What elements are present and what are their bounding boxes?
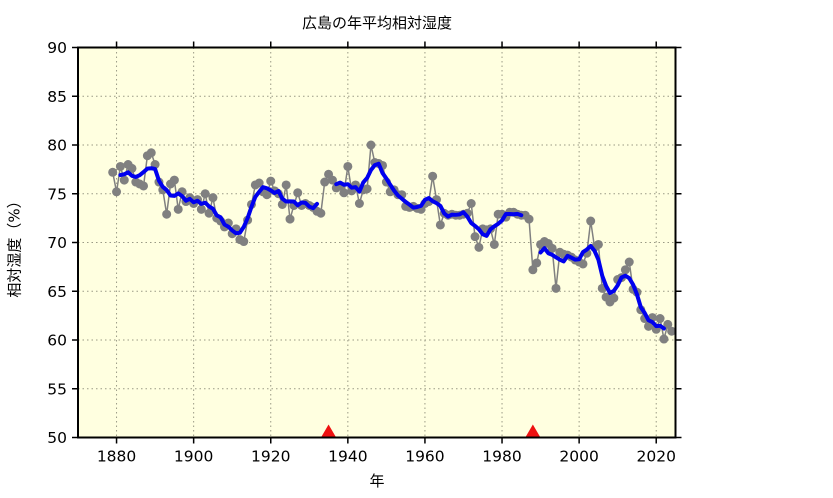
annual-data-point (115, 161, 125, 171)
annual-data-point (119, 175, 129, 185)
annual-data-point (578, 259, 588, 269)
x-tick-label: 1960 (405, 448, 444, 466)
annual-data-point (489, 239, 499, 249)
annual-data-point (204, 208, 214, 218)
annual-data-point (281, 180, 291, 190)
annual-data-point (644, 321, 654, 331)
plot-background (78, 47, 676, 438)
annual-data-point (196, 204, 206, 214)
annual-data-point (655, 314, 665, 324)
annual-data-point (470, 232, 480, 242)
annual-data-point (169, 175, 179, 185)
annual-data-point (239, 237, 249, 247)
annual-data-point (173, 204, 183, 214)
annual-data-point (327, 175, 337, 185)
annual-data-point (609, 293, 619, 303)
annual-data-point (659, 334, 669, 344)
annual-data-point (112, 187, 122, 197)
annual-data-point (524, 214, 534, 224)
annual-data-point (320, 177, 330, 187)
x-tick-label: 2020 (636, 448, 675, 466)
annual-data-point (200, 189, 210, 199)
annual-data-point (593, 239, 603, 249)
x-tick-label: 1980 (482, 448, 521, 466)
y-tick-label: 55 (47, 380, 67, 398)
annual-data-point (362, 184, 372, 194)
annual-data-point (254, 178, 264, 188)
annual-data-point (551, 283, 561, 293)
annual-data-point (532, 258, 542, 268)
x-tick-label: 1940 (328, 448, 367, 466)
annual-data-point (667, 326, 677, 336)
annual-data-point (663, 319, 673, 329)
annual-data-point (586, 216, 596, 226)
y-tick-label: 80 (47, 137, 67, 155)
annual-data-point (262, 190, 272, 200)
annual-data-point (354, 199, 364, 208)
annual-data-point (208, 193, 218, 203)
annual-data-point (266, 176, 276, 186)
annual-data-point (293, 188, 303, 198)
annual-data-point (343, 161, 353, 171)
annual-data-point (146, 148, 156, 158)
annual-data-point (127, 163, 137, 173)
relocation-marker-triangle (321, 424, 336, 437)
y-tick-label: 65 (47, 283, 67, 301)
smoothed-series-line (538, 244, 666, 331)
annual-data-point (547, 243, 557, 253)
x-tick-label: 1880 (97, 448, 136, 466)
x-tick-label: 2000 (559, 448, 598, 466)
annual-data-point (139, 181, 149, 191)
annual-data-point (620, 265, 630, 275)
y-tick-label: 70 (47, 234, 67, 252)
smoothed-series-line (118, 166, 319, 236)
annual-data-point (428, 171, 438, 181)
annual-data-point (466, 199, 476, 208)
y-tick-label: 60 (47, 332, 67, 350)
annual-data-point (474, 242, 484, 252)
annual-data-point (108, 167, 118, 177)
annual-data-point (162, 209, 172, 219)
annual-data-point (339, 188, 349, 198)
annual-data-point (316, 208, 326, 218)
annual-data-point (435, 220, 445, 230)
relocation-marker-triangle (525, 424, 540, 437)
y-tick-label: 85 (47, 88, 67, 106)
x-tick-label: 1900 (174, 448, 213, 466)
y-tick-label: 50 (47, 429, 67, 447)
annual-data-point (624, 257, 634, 267)
annual-data-point (528, 265, 538, 275)
annual-data-point (366, 140, 376, 150)
x-tick-label: 1920 (251, 448, 290, 466)
annual-data-point (285, 214, 295, 224)
chart-title: 広島の年平均相対湿度 (301, 14, 452, 32)
x-axis-title: 年 (369, 472, 385, 490)
y-tick-label: 90 (47, 39, 67, 57)
smoothed-series-line (334, 161, 524, 238)
y-tick-label: 75 (47, 185, 67, 203)
